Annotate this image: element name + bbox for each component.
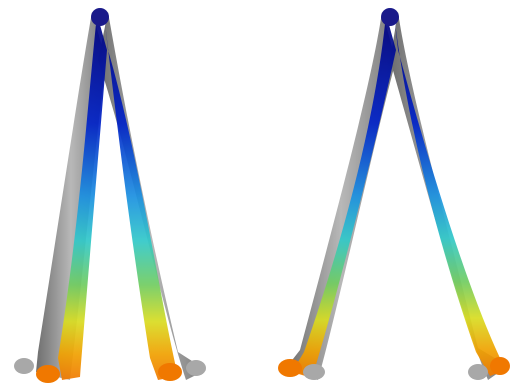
condyle: [158, 363, 182, 381]
apex: [91, 8, 109, 26]
condyle: [36, 365, 60, 383]
condyle: [468, 364, 488, 380]
left-mandible: [14, 8, 206, 383]
bone-shell: [390, 12, 508, 380]
right-mandible: [278, 8, 510, 380]
condyle: [490, 357, 510, 375]
apex: [381, 8, 399, 26]
condyle: [278, 359, 302, 377]
condyle: [186, 360, 206, 376]
condyle: [14, 358, 34, 374]
page: [0, 0, 512, 387]
condyle: [303, 364, 325, 380]
heat-overlay: [394, 14, 506, 376]
render: [0, 0, 512, 387]
